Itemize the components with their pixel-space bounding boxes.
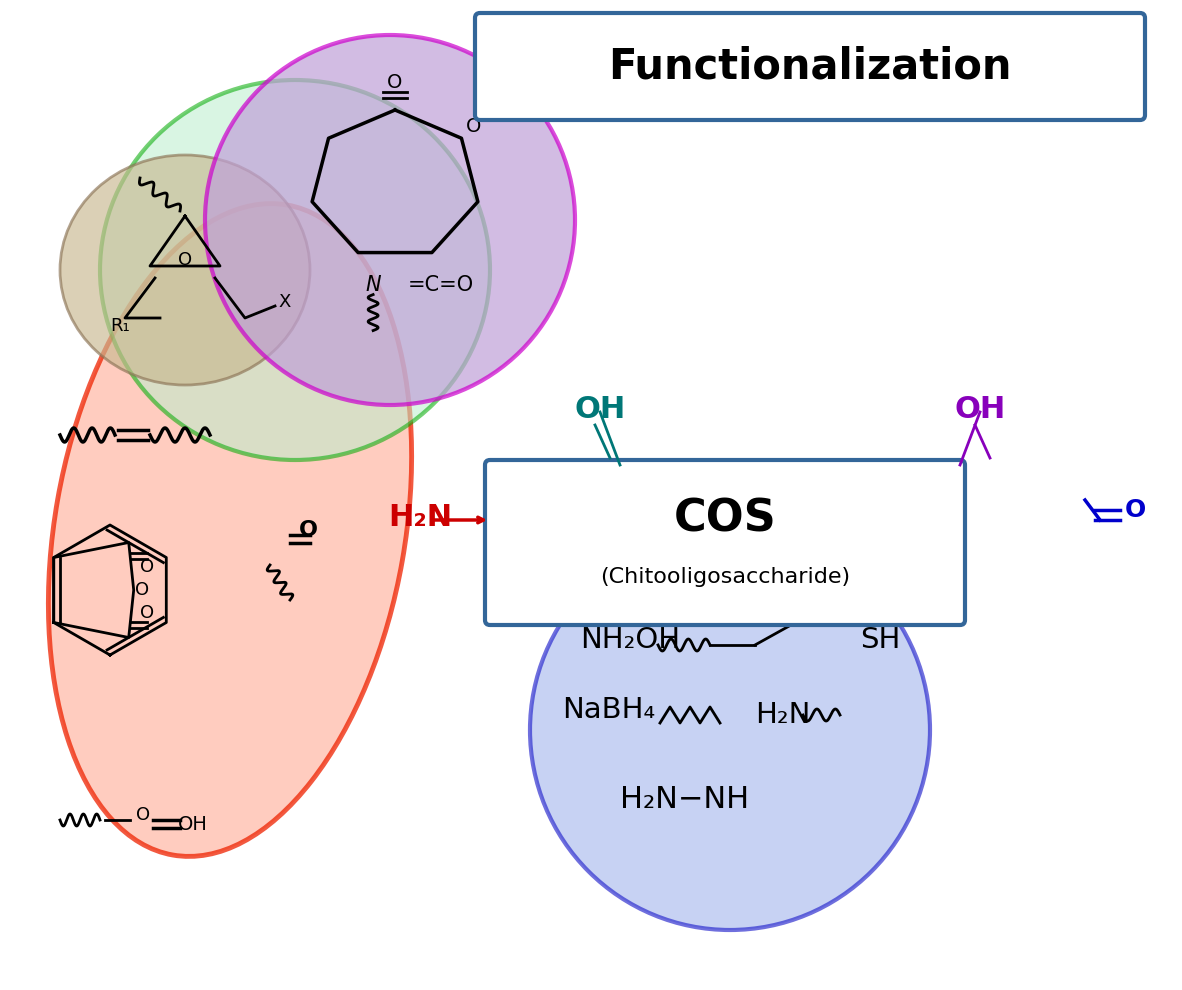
- Text: O: O: [135, 581, 149, 599]
- Text: N: N: [365, 274, 381, 295]
- Text: H₂N−NH: H₂N−NH: [621, 785, 749, 815]
- Circle shape: [530, 530, 930, 930]
- Circle shape: [204, 35, 574, 405]
- Text: H₂N: H₂N: [388, 504, 452, 533]
- Text: NH₂OH: NH₂OH: [580, 626, 680, 654]
- Text: OH: OH: [954, 395, 1006, 425]
- Text: O: O: [178, 251, 191, 269]
- Text: O: O: [1124, 498, 1145, 522]
- Ellipse shape: [60, 155, 310, 385]
- Text: SH: SH: [860, 626, 901, 654]
- Text: H₂N: H₂N: [755, 701, 811, 729]
- Text: OH: OH: [574, 395, 625, 425]
- Text: Functionalization: Functionalization: [609, 46, 1012, 87]
- Ellipse shape: [100, 80, 491, 460]
- Text: O: O: [299, 520, 318, 540]
- Text: X: X: [279, 293, 291, 311]
- Text: =C=O: =C=O: [408, 274, 474, 295]
- Text: R₁: R₁: [110, 317, 130, 335]
- Text: COS: COS: [674, 498, 777, 541]
- Text: NaClO: NaClO: [670, 565, 766, 595]
- Text: O: O: [139, 558, 154, 576]
- Text: NaBH₄: NaBH₄: [561, 696, 655, 724]
- Text: O: O: [466, 117, 481, 136]
- Text: O: O: [388, 72, 403, 91]
- Text: O: O: [139, 604, 154, 622]
- Text: O: O: [136, 806, 150, 824]
- FancyBboxPatch shape: [475, 13, 1145, 120]
- FancyBboxPatch shape: [485, 460, 965, 625]
- Text: OH: OH: [178, 816, 208, 835]
- Text: (Chitooligosaccharide): (Chitooligosaccharide): [600, 566, 850, 587]
- Ellipse shape: [48, 204, 411, 856]
